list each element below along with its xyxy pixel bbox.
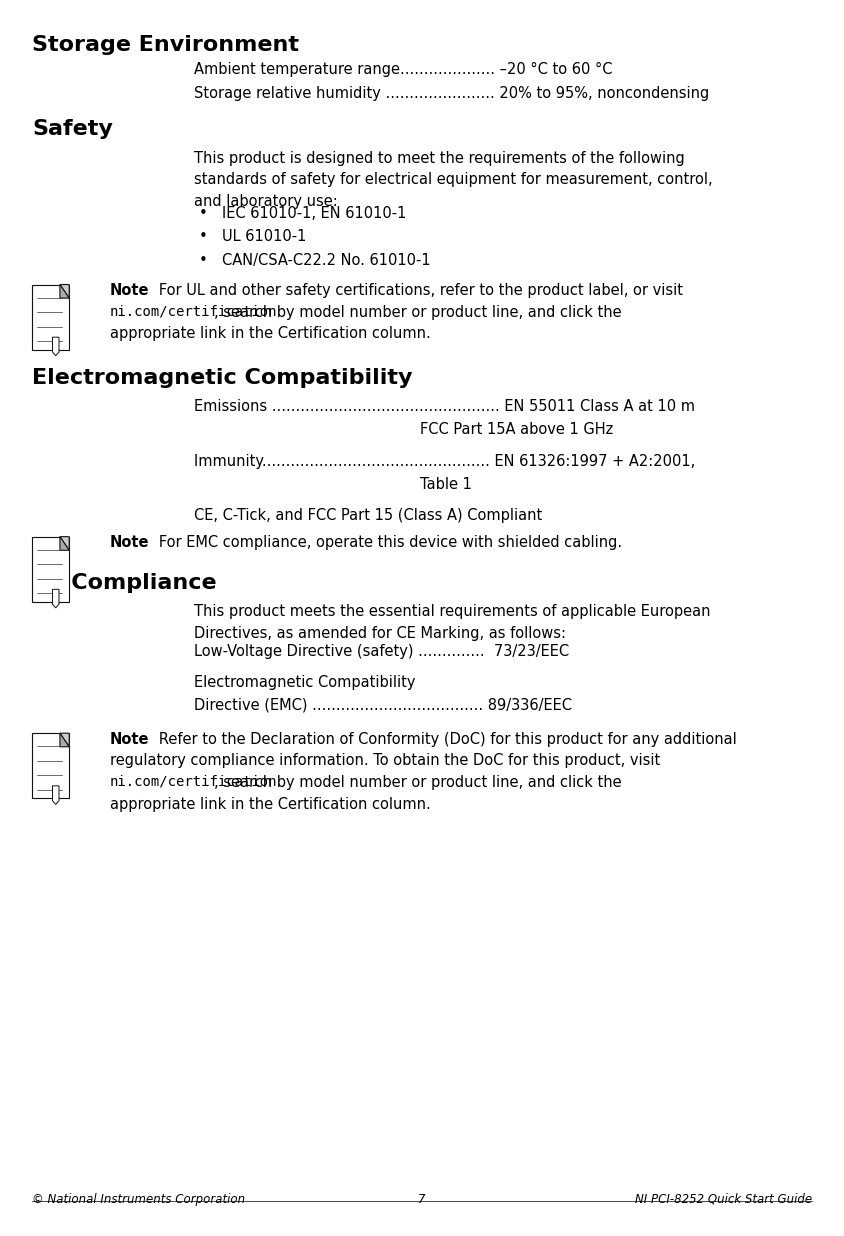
Text: Safety: Safety	[32, 120, 113, 140]
FancyBboxPatch shape	[32, 536, 69, 602]
Text: Note: Note	[110, 732, 149, 747]
Text: Emissions ................................................ EN 55011 Class A at 1: Emissions ..............................…	[194, 398, 695, 414]
Text: © National Instruments Corporation: © National Instruments Corporation	[32, 1193, 246, 1206]
Polygon shape	[60, 284, 69, 298]
Polygon shape	[52, 590, 59, 608]
Text: Storage Environment: Storage Environment	[32, 35, 299, 54]
Text: •: •	[198, 230, 207, 245]
FancyBboxPatch shape	[32, 733, 69, 798]
Text: standards of safety for electrical equipment for measurement, control,: standards of safety for electrical equip…	[194, 172, 712, 188]
Text: appropriate link in the Certification column.: appropriate link in the Certification co…	[110, 326, 430, 341]
Text: Electromagnetic Compatibility: Electromagnetic Compatibility	[32, 368, 413, 388]
Text: Ambient temperature range.................... –20 °C to 60 °C: Ambient temperature range...............…	[194, 62, 613, 78]
Text: •: •	[198, 205, 207, 221]
Text: For EMC compliance, operate this device with shielded cabling.: For EMC compliance, operate this device …	[145, 535, 622, 550]
Text: appropriate link in the Certification column.: appropriate link in the Certification co…	[110, 797, 430, 812]
Text: CAN/CSA-C22.2 No. 61010-1: CAN/CSA-C22.2 No. 61010-1	[222, 253, 430, 268]
Text: NI PCI-8252 Quick Start Guide: NI PCI-8252 Quick Start Guide	[635, 1193, 812, 1206]
Polygon shape	[52, 337, 59, 356]
Text: regulatory compliance information. To obtain the DoC for this product, visit: regulatory compliance information. To ob…	[110, 754, 660, 769]
Text: Table 1: Table 1	[420, 477, 472, 492]
Text: Directive (EMC) .................................... 89/336/EEC: Directive (EMC) ........................…	[194, 697, 572, 712]
Polygon shape	[60, 536, 69, 550]
Text: This product meets the essential requirements of applicable European: This product meets the essential require…	[194, 604, 711, 619]
Text: •: •	[198, 253, 207, 268]
Text: UL 61010-1: UL 61010-1	[222, 230, 306, 245]
Polygon shape	[60, 536, 69, 550]
Polygon shape	[60, 284, 69, 298]
Text: Immunity................................................ EN 61326:1997 + A2:2001: Immunity................................…	[194, 454, 695, 468]
Text: Note: Note	[110, 535, 149, 550]
Text: ni.com/certification: ni.com/certification	[110, 304, 277, 319]
Text: For UL and other safety certifications, refer to the product label, or visit: For UL and other safety certifications, …	[145, 283, 683, 298]
Text: Directives, as amended for CE Marking, as follows:: Directives, as amended for CE Marking, a…	[194, 625, 566, 641]
FancyBboxPatch shape	[32, 284, 69, 350]
Text: Refer to the Declaration of Conformity (DoC) for this product for any additional: Refer to the Declaration of Conformity (…	[145, 732, 737, 747]
Polygon shape	[60, 284, 69, 298]
Text: , search by model number or product line, and click the: , search by model number or product line…	[214, 304, 622, 320]
Text: Storage relative humidity ....................... 20% to 95%, noncondensing: Storage relative humidity ..............…	[194, 87, 709, 101]
Polygon shape	[52, 786, 59, 805]
Text: , search by model number or product line, and click the: , search by model number or product line…	[214, 775, 622, 790]
Text: CE Compliance: CE Compliance	[32, 574, 217, 593]
Text: Electromagnetic Compatibility: Electromagnetic Compatibility	[194, 675, 415, 690]
Text: This product is designed to meet the requirements of the following: This product is designed to meet the req…	[194, 151, 684, 166]
Polygon shape	[60, 733, 69, 747]
Text: IEC 61010-1, EN 61010-1: IEC 61010-1, EN 61010-1	[222, 205, 406, 221]
Text: ni.com/certification: ni.com/certification	[110, 775, 277, 789]
Polygon shape	[60, 733, 69, 747]
Text: FCC Part 15A above 1 GHz: FCC Part 15A above 1 GHz	[420, 423, 614, 438]
Polygon shape	[60, 733, 69, 747]
Polygon shape	[60, 536, 69, 550]
Text: 7: 7	[419, 1193, 425, 1206]
Text: Note: Note	[110, 283, 149, 298]
Text: and laboratory use:: and laboratory use:	[194, 194, 338, 209]
Text: CE, C-Tick, and FCC Part 15 (Class A) Compliant: CE, C-Tick, and FCC Part 15 (Class A) Co…	[194, 508, 543, 523]
Text: Low-Voltage Directive (safety) ..............  73/23/EEC: Low-Voltage Directive (safety) .........…	[194, 644, 569, 659]
